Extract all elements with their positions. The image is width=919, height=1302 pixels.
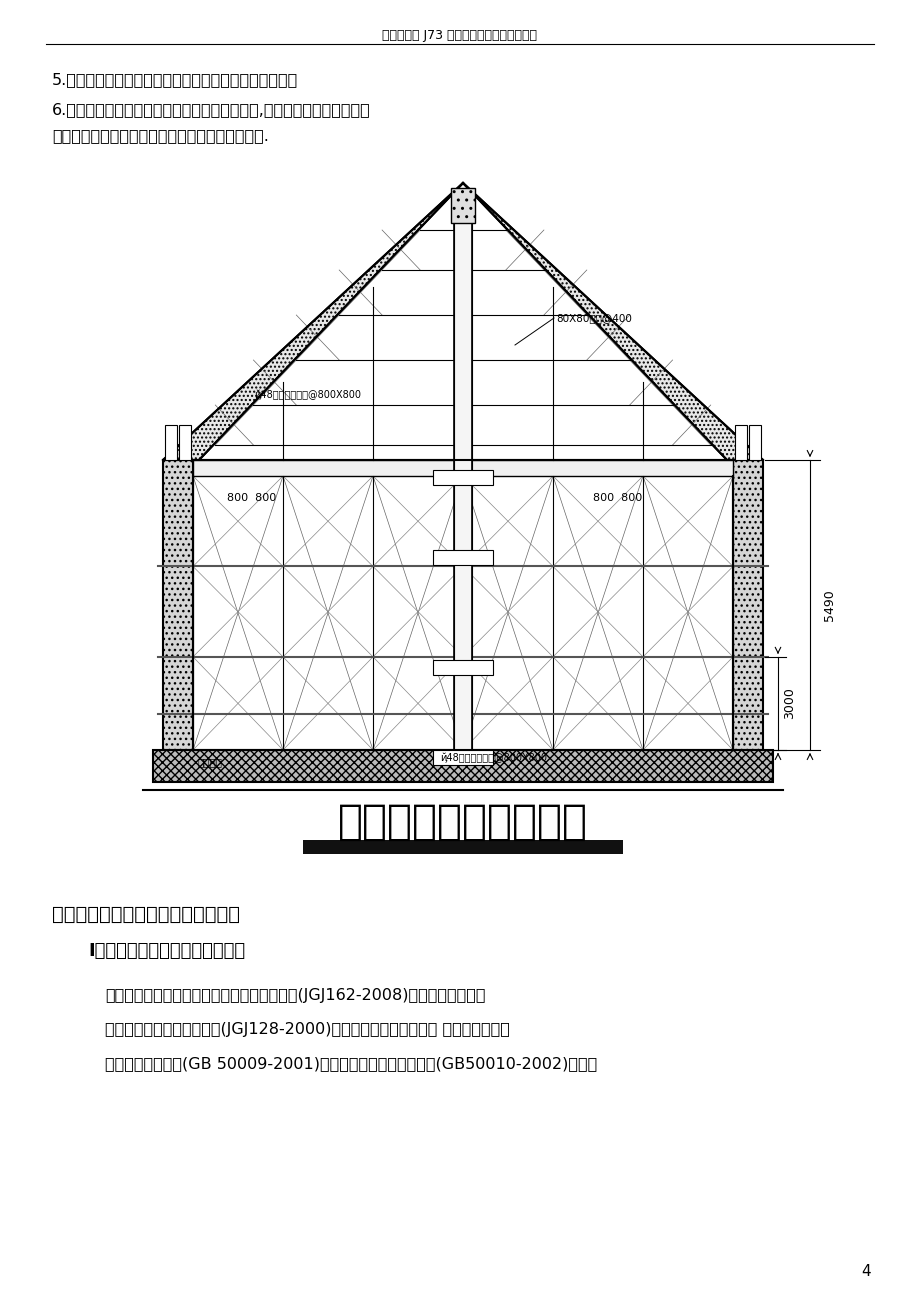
Polygon shape [450,187,474,223]
Polygon shape [163,460,193,750]
Polygon shape [433,549,493,565]
Text: 钉管脚手架安全技术规范》(JGJ128-2000)、《建筑施工计算手册》 江正荣著、《建: 钉管脚手架安全技术规范》(JGJ128-2000)、《建筑施工计算手册》 江正荣… [105,1022,509,1036]
Polygon shape [179,424,191,460]
Text: 筑结构荷载规范》(GB 50009-2001)、《混凝土结构设计规范》(GB50010-2002)、《钔: 筑结构荷载规范》(GB 50009-2001)、《混凝土结构设计规范》(GB50… [105,1056,596,1072]
Text: I、斜屋面梁门架支撑系统计算书: I、斜屋面梁门架支撑系统计算书 [88,943,244,960]
Text: 5490: 5490 [823,589,835,621]
Polygon shape [302,840,622,854]
Polygon shape [748,424,760,460]
Text: 3000: 3000 [782,687,795,720]
Polygon shape [453,208,471,750]
Text: ҋ48纵横水平钉管@800X800: ҋ48纵横水平钉管@800X800 [254,389,360,400]
Polygon shape [462,184,762,460]
Text: 大底模板: 大底模板 [198,756,222,767]
Text: 6.　安装夹层或夹层以上的外围墙、柱及梁模板,先搭设脚手架或安全网；: 6. 安装夹层或夹层以上的外围墙、柱及梁模板,先搭设脚手架或安全网； [52,102,370,117]
Text: ҋ48纵水平钉管管@800X800: ҋ48纵水平钉管管@800X800 [439,753,547,763]
Text: 5.　正在施工浇捣的楼板其下一层楼板的支顶不准拆除；: 5. 正在施工浇捣的楼板其下一层楼板的支顶不准拆除； [52,72,298,87]
Text: 水平拉杆不准固定在脚手架或跳板等不稳定物体上.: 水平拉杆不准固定在脚手架或跳板等不稳定物体上. [52,128,268,143]
Text: 大朗碧桂园 J73 栋型斜屋面高支模施工方案: 大朗碧桂园 J73 栋型斜屋面高支模施工方案 [382,30,537,43]
Polygon shape [163,184,462,460]
Polygon shape [193,460,732,477]
Polygon shape [153,750,772,783]
Polygon shape [433,660,493,674]
Text: 800  800: 800 800 [593,493,642,503]
Text: 80X80木枷@400: 80X80木枷@400 [555,312,631,323]
Text: 800  800: 800 800 [227,493,277,503]
Polygon shape [165,424,176,460]
Text: 本计算书依据《建筑施工模板安全技术规范》(JGJ162-2008)、《建筑施工门式: 本计算书依据《建筑施工模板安全技术规范》(JGJ162-2008)、《建筑施工门… [105,988,485,1003]
Text: 4: 4 [860,1264,870,1280]
Polygon shape [732,460,762,750]
Text: 模板门式架支撑剪面图: 模板门式架支撑剪面图 [337,801,587,842]
Polygon shape [433,750,493,766]
Polygon shape [734,424,746,460]
Polygon shape [433,470,493,486]
Text: 第七节、斜屋面门架支撑系统计算书: 第七节、斜屋面门架支撑系统计算书 [52,905,240,924]
